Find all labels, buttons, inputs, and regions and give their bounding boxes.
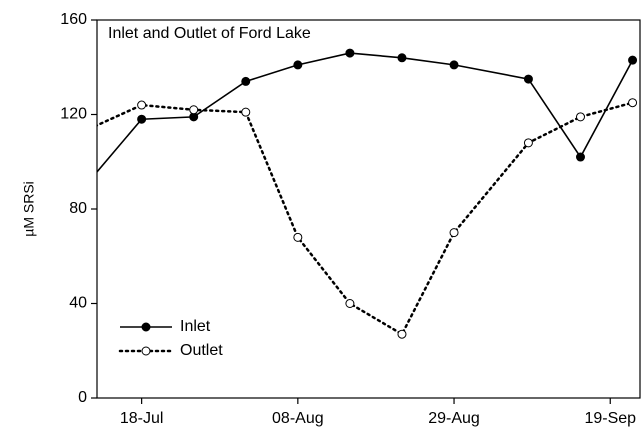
data-point [575,152,585,162]
plot-area [86,48,638,339]
chart-title: Inlet and Outlet of Ford Lake [108,25,311,42]
data-point [628,55,638,65]
series-line [97,52,634,174]
data-point [523,138,533,148]
x-tick-label: 18-Jul [120,410,164,427]
data-point [449,228,459,238]
data-point [241,107,251,117]
data-point [241,76,251,86]
data-point [293,60,303,70]
data-point [575,112,585,122]
data-point [449,60,459,70]
data-point [86,177,94,185]
data-point [86,125,94,133]
data-point [397,329,407,339]
data-point [523,74,533,84]
y-tick-label: 80 [69,200,87,217]
y-axis-label: µM SRSi [21,181,37,237]
plot-frame [96,19,641,399]
legend-marker [141,346,151,356]
y-tick-label: 0 [78,389,87,406]
data-point [345,48,355,58]
legend-label: Inlet [180,318,211,335]
data-point [293,232,303,242]
data-point [137,114,147,124]
x-tick-label: 29-Aug [428,410,480,427]
x-tick-label: 19-Sep [584,410,636,427]
legend-label: Outlet [180,342,223,359]
series-line [97,101,634,336]
data-point [628,98,638,108]
y-tick-label: 160 [60,11,87,28]
y-tick-label: 120 [60,106,87,123]
x-tick-label: 08-Aug [272,410,324,427]
legend-marker [141,322,151,332]
data-point [189,105,199,115]
data-point [397,53,407,63]
y-tick-label: 40 [69,295,87,312]
data-point [137,100,147,110]
data-point [345,299,355,308]
